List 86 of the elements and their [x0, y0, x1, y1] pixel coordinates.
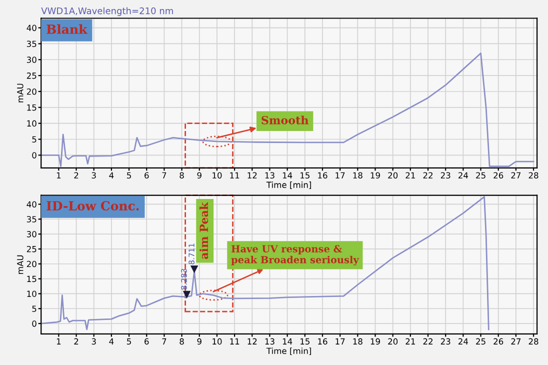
- x-tick-label: 20: [388, 172, 398, 179]
- y-tick-label: 15: [27, 276, 36, 282]
- x-tick-label: 11: [230, 172, 240, 178]
- x-tick-label: 23: [440, 172, 450, 179]
- x-tick-label: 19: [370, 172, 380, 179]
- x-tick-label: 15: [300, 172, 310, 179]
- x-tick-label: 25: [476, 172, 486, 179]
- x-tick-label: 16: [318, 338, 328, 345]
- x-tick-label: 22: [423, 172, 432, 178]
- annotation: aim Peak: [199, 202, 208, 259]
- y-tick-label: 35: [26, 40, 36, 48]
- y-tick-label: 5: [32, 136, 36, 143]
- y-tick-label: 5: [32, 306, 36, 312]
- x-tick-label: 8: [180, 338, 184, 345]
- x-tick-label: 22: [423, 338, 432, 344]
- x-tick-label: 11: [230, 338, 240, 344]
- y-tick-label: 35: [26, 216, 36, 222]
- x-tick-label: 17: [336, 338, 345, 344]
- x-tick-label: 14: [282, 338, 292, 344]
- x-tick-label: 7: [162, 338, 166, 344]
- x-tick-label: 2: [74, 172, 78, 178]
- x-tick-label: 10: [212, 172, 222, 179]
- x-tick-label: 9: [197, 172, 202, 179]
- x-tick-label: 9: [197, 338, 202, 345]
- y-tick-label: 15: [27, 104, 36, 111]
- annotation: Smooth: [262, 116, 308, 124]
- x-tick-label: 27: [511, 172, 521, 178]
- x-tick-label: 26: [494, 172, 504, 179]
- x-tick-label: 19: [370, 338, 380, 345]
- x-tick-label: 28: [528, 172, 538, 179]
- x-tick-label: 4: [109, 338, 114, 344]
- x-tick-label: 18: [353, 172, 362, 179]
- x-tick-label: 12: [248, 172, 257, 178]
- y-tick-label: 0: [32, 152, 36, 158]
- x-tick-label: 15: [300, 338, 310, 345]
- x-tick-label: 1: [56, 338, 61, 344]
- y-tick-label: 20: [26, 260, 36, 268]
- x-tick-label: 5: [127, 172, 131, 179]
- x-tick-label: 20: [388, 338, 398, 345]
- y-tick-label: 25: [26, 246, 36, 252]
- x-tick-label: 24: [458, 338, 468, 344]
- x-axis-title: Time [min]: [266, 348, 311, 356]
- x-axis-title: Time [min]: [266, 182, 311, 189]
- x-tick-label: 25: [476, 338, 486, 345]
- x-tick-label: 16: [318, 172, 328, 179]
- x-tick-label: 6: [144, 172, 149, 179]
- y-tick-label: 0: [32, 320, 36, 327]
- line-series: [41, 52, 534, 168]
- chart-title: VWD1A,Wavelength=210 nm: [41, 7, 173, 16]
- annotation: Have UV response & peak Broaden seriously: [231, 245, 360, 266]
- y-tick-label: 20: [26, 88, 36, 95]
- y-tick-label: 30: [26, 231, 36, 238]
- chart-subtitle: ID-Low Conc.: [46, 201, 139, 210]
- x-tick-label: 13: [265, 338, 274, 345]
- x-tick-label: 6: [144, 338, 149, 345]
- x-tick-label: 18: [353, 338, 362, 345]
- x-tick-label: 23: [440, 338, 450, 345]
- line-series: [41, 196, 490, 330]
- y-tick-label: 40: [26, 201, 36, 208]
- y-tick-label: 10: [27, 290, 36, 297]
- x-tick-label: 3: [92, 172, 96, 179]
- y-tick-label: 25: [26, 72, 36, 79]
- x-tick-label: 10: [212, 338, 222, 345]
- x-tick-label: 17: [336, 172, 345, 178]
- x-tick-label: 3: [92, 338, 96, 345]
- x-tick-label: 2: [74, 338, 78, 344]
- x-tick-label: 27: [511, 338, 521, 344]
- x-tick-label: 21: [406, 338, 415, 344]
- x-tick-label: 8: [180, 172, 184, 179]
- x-tick-label: 28: [528, 338, 538, 345]
- y-tick-label: 40: [26, 24, 36, 32]
- x-tick-label: 1: [56, 172, 61, 178]
- x-tick-label: 21: [406, 172, 415, 178]
- x-tick-label: 4: [109, 172, 114, 178]
- x-tick-label: 5: [127, 338, 131, 345]
- y-axis-title: mAU: [17, 84, 24, 102]
- y-tick-label: 10: [27, 120, 36, 127]
- x-tick-label: 24: [458, 172, 468, 178]
- x-tick-label: 13: [265, 172, 274, 179]
- chart-subtitle: Blank: [46, 24, 88, 34]
- x-tick-label: 7: [162, 172, 166, 178]
- x-tick-label: 26: [494, 338, 504, 345]
- x-tick-label: 12: [248, 338, 257, 344]
- y-tick-label: 30: [26, 56, 36, 63]
- y-axis-title: mAU: [17, 255, 24, 274]
- x-tick-label: 14: [282, 172, 292, 178]
